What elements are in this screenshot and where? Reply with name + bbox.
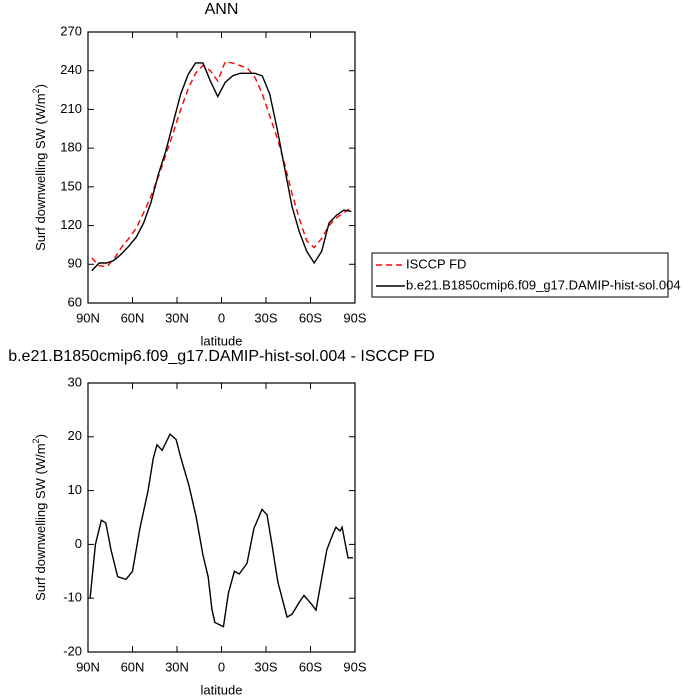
y-tick-label: -20 [63, 643, 82, 658]
chart-title: ANN [205, 1, 239, 18]
y-axis-label-part: ) [33, 434, 48, 438]
y-tick-label: 30 [68, 374, 82, 389]
y-tick-label: 10 [68, 482, 82, 497]
x-tick-label: 60N [121, 310, 145, 325]
y-axis-label: Surf downwelling SW (W/m2) [31, 84, 48, 251]
series-line [91, 62, 352, 272]
y-axis-label-part: ) [33, 84, 48, 88]
y-tick-label: 270 [60, 23, 82, 38]
plot-frame [87, 382, 356, 653]
x-tick-label: 60S [299, 310, 322, 325]
x-tick-label: 30N [165, 659, 189, 674]
x-tick-label: 60S [299, 659, 322, 674]
y-axis-label-part: 2 [31, 88, 41, 93]
legend-label: ISCCP FD [406, 256, 466, 271]
y-axis-label-part: Surf downwelling SW (W/m [33, 443, 48, 600]
plot-frame [87, 31, 356, 304]
y-tick-label: 60 [68, 294, 82, 309]
y-tick-label: 240 [60, 62, 82, 77]
legend-box [371, 252, 669, 298]
y-tick-label: 90 [68, 256, 82, 271]
x-axis-label: latitude [201, 682, 243, 697]
x-tick-label: 30S [254, 659, 277, 674]
y-tick-label: 20 [68, 428, 82, 443]
x-tick-label: 90S [343, 659, 366, 674]
x-tick-label: 0 [218, 659, 225, 674]
y-axis-label: Surf downwelling SW (W/m2) [31, 434, 48, 601]
x-tick-label: 30N [165, 310, 189, 325]
y-tick-label: -10 [63, 590, 82, 605]
y-tick-label: 180 [60, 140, 82, 155]
x-tick-label: 90S [343, 310, 366, 325]
y-axis-label-part: 2 [31, 438, 41, 443]
series-line [91, 60, 352, 268]
y-tick-label: 210 [60, 101, 82, 116]
x-tick-label: 90N [76, 310, 100, 325]
x-axis-label: latitude [201, 333, 243, 348]
y-tick-label: 120 [60, 217, 82, 232]
series-line [89, 432, 354, 628]
y-tick-label: 0 [75, 536, 82, 551]
legend-label: b.e21.B1850cmip6.f09_g17.DAMIP-hist-sol.… [406, 277, 681, 292]
x-tick-label: 90N [76, 659, 100, 674]
x-tick-label: 30S [254, 310, 277, 325]
x-tick-label: 60N [121, 659, 145, 674]
chart-title: b.e21.B1850cmip6.f09_g17.DAMIP-hist-sol.… [8, 348, 435, 365]
y-tick-label: 150 [60, 178, 82, 193]
x-tick-label: 0 [218, 310, 225, 325]
y-axis-label-part: Surf downwelling SW (W/m [33, 93, 48, 250]
